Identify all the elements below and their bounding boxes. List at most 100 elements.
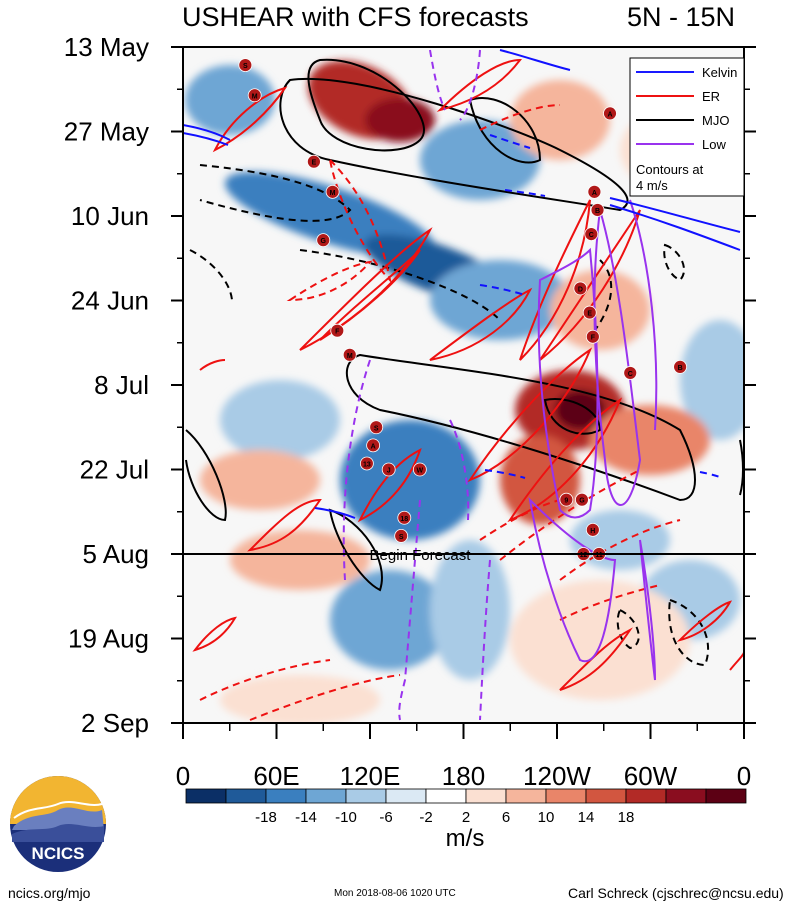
storm-marker <box>559 492 574 507</box>
er-contour <box>199 659 331 701</box>
shade-blob <box>220 675 380 723</box>
colorbar-swatch <box>185 788 227 804</box>
ncics-logo: NCICS <box>10 776 106 872</box>
wave-contours <box>183 49 744 721</box>
shade-blob <box>330 570 450 670</box>
storm-marker <box>573 281 588 296</box>
er-contour <box>559 584 661 621</box>
footer-website[interactable]: ncics.org/mjo <box>8 885 91 901</box>
er-contour <box>479 104 561 131</box>
low-contour <box>639 539 656 681</box>
er-contour <box>429 287 533 361</box>
colorbar-swatch <box>665 788 707 804</box>
storm-marker <box>342 347 357 362</box>
low-contour <box>479 559 491 721</box>
y-tick-label: 22 Jul <box>80 455 149 485</box>
er-contour <box>328 156 392 284</box>
shade-blob <box>185 65 275 135</box>
legend-box <box>629 57 745 197</box>
x-axis: 0 60E 120E 180 120W 60W 0 <box>176 723 751 791</box>
storm-label: 11 <box>595 552 603 559</box>
colorbar-label: -18 <box>255 809 277 826</box>
storm-marker <box>316 233 331 248</box>
er-contour <box>499 469 641 561</box>
begin-forecast-label: Begin Forecast <box>370 547 472 564</box>
colorbar-swatch <box>465 788 507 804</box>
low-contour <box>429 49 446 111</box>
kelvin-contour <box>699 471 723 479</box>
mjo-contour <box>199 164 352 222</box>
shade-blob <box>220 380 340 460</box>
footer-author: Carl Schreck (cjschrec@ncsu.edu) <box>568 885 784 901</box>
low-contour <box>342 359 371 581</box>
colorbar-unit: m/s <box>446 825 485 852</box>
mjo-contour <box>468 97 542 164</box>
storm-label: C <box>589 232 594 239</box>
shade-blob <box>230 530 370 590</box>
storm-marker <box>325 184 340 199</box>
chart-region: 5N - 15N <box>627 2 736 32</box>
colorbar-label: 2 <box>462 809 470 826</box>
mjo-contour <box>185 429 227 522</box>
er-contour <box>676 600 733 642</box>
low-contour <box>398 499 421 721</box>
low-contour <box>537 247 599 519</box>
storm-marker <box>366 438 381 453</box>
storm-label: E <box>587 311 592 318</box>
storm-label: G <box>321 238 327 245</box>
storm-marker <box>397 510 412 525</box>
kelvin-contour <box>499 49 571 71</box>
colorbar-label: -10 <box>335 809 357 826</box>
storm-label: W <box>417 468 424 475</box>
legend: Kelvin ER MJO Low Contours at4 m/s <box>629 57 745 197</box>
mjo-contour <box>328 508 383 592</box>
storm-label: A <box>607 111 612 118</box>
storm-label: G <box>579 498 585 505</box>
colorbar-swatch <box>345 788 387 804</box>
kelvin-contour <box>183 132 229 146</box>
colorbar-label: 14 <box>578 809 595 826</box>
storm-marker <box>585 329 600 344</box>
colorbar-swatch <box>425 788 467 804</box>
colorbar-swatch <box>505 788 547 804</box>
low-contour <box>629 199 658 431</box>
storm-marker <box>394 528 409 543</box>
colorbar-label: 6 <box>502 809 510 826</box>
kelvin-contour <box>504 189 546 197</box>
er-contour <box>199 359 226 371</box>
storm-label: H <box>590 528 595 535</box>
y-tick-label: 10 Jun <box>71 201 149 231</box>
storm-label: D <box>578 286 583 293</box>
storm-label: S <box>374 425 379 432</box>
shade-blob <box>680 320 744 440</box>
x-tick-label: 0 <box>737 761 751 791</box>
shade-blob <box>570 510 670 570</box>
colorbar-swatch <box>705 788 747 804</box>
colorbar-swatch <box>385 788 427 804</box>
mjo-contour <box>307 58 425 152</box>
colorbar-label: -14 <box>295 809 317 826</box>
x-tick-label: 120E <box>340 761 401 791</box>
er-contour <box>519 199 591 361</box>
er-contour <box>559 519 681 581</box>
storm-label: B <box>678 365 683 372</box>
mjo-contour <box>345 353 696 502</box>
mjo-contour <box>668 598 710 667</box>
storm-marker <box>369 420 384 435</box>
storm-marker <box>238 58 253 73</box>
shade-blob <box>510 580 690 700</box>
er-contour <box>507 397 623 523</box>
x-tick-label: 60E <box>253 761 299 791</box>
footer-timestamp: Mon 2018-08-06 1020 UTC <box>334 888 456 899</box>
storm-label: 12 <box>580 552 588 559</box>
x-tick-label: 60W <box>624 761 678 791</box>
colorbar-swatch <box>265 788 307 804</box>
shade-blob <box>200 450 320 510</box>
storm-label: S <box>243 63 248 70</box>
colorbar: -18 -14 -10 -6 -2 2 6 10 14 18 <box>185 788 747 826</box>
colorbar-swatch <box>585 788 627 804</box>
legend-note: 4 m/s <box>636 178 668 193</box>
kelvin-contour <box>609 197 741 233</box>
colorbar-swatch <box>225 788 267 804</box>
